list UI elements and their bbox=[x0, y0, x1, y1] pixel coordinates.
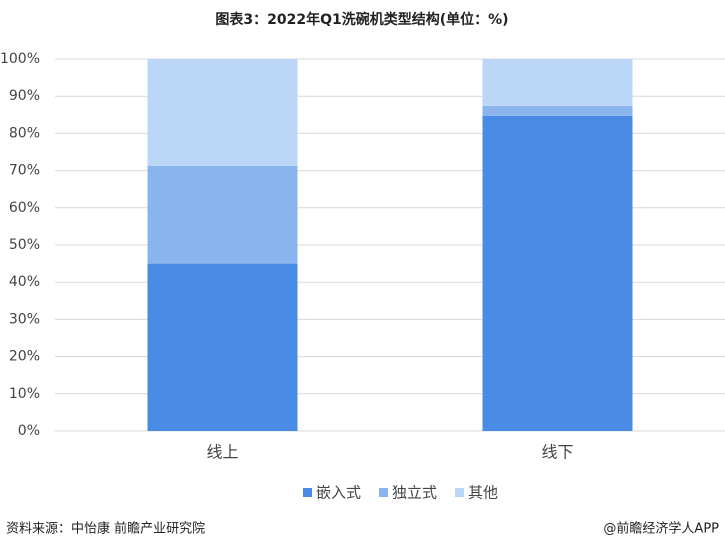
y-tick-label: 80% bbox=[9, 125, 40, 141]
y-tick-label: 60% bbox=[9, 200, 40, 216]
legend-label: 独立式 bbox=[392, 484, 437, 502]
y-tick-label: 100% bbox=[0, 51, 40, 67]
y-tick-label: 50% bbox=[9, 237, 40, 253]
x-tick-label: 线上 bbox=[206, 443, 238, 462]
y-tick-label: 40% bbox=[9, 274, 40, 290]
y-tick-label: 90% bbox=[9, 88, 40, 104]
y-tick-label: 20% bbox=[9, 349, 40, 365]
bar-segment bbox=[147, 263, 298, 431]
bar-segment bbox=[482, 59, 633, 106]
y-tick-label: 70% bbox=[9, 163, 40, 179]
bar-segment bbox=[147, 59, 298, 166]
legend-swatch bbox=[303, 488, 312, 497]
y-tick-label: 0% bbox=[18, 423, 40, 439]
legend-swatch bbox=[455, 488, 465, 497]
source: 资料来源：中怡康 前瞻产业研究院 bbox=[6, 521, 205, 537]
legend-swatch bbox=[379, 488, 389, 497]
credit: @前瞻经济学人APP bbox=[603, 521, 719, 537]
chart-title: 图表3：2022年Q1洗碗机类型结构(单位：%) bbox=[215, 11, 508, 28]
y-tick-label: 30% bbox=[9, 311, 40, 327]
legend-label: 其他 bbox=[468, 484, 498, 502]
bar-segment bbox=[482, 115, 633, 431]
bar-segment bbox=[482, 105, 633, 116]
legend-label: 嵌入式 bbox=[316, 484, 361, 502]
x-tick-label: 线下 bbox=[541, 443, 573, 462]
bar-segment bbox=[147, 165, 298, 264]
y-tick-label: 10% bbox=[9, 386, 40, 402]
